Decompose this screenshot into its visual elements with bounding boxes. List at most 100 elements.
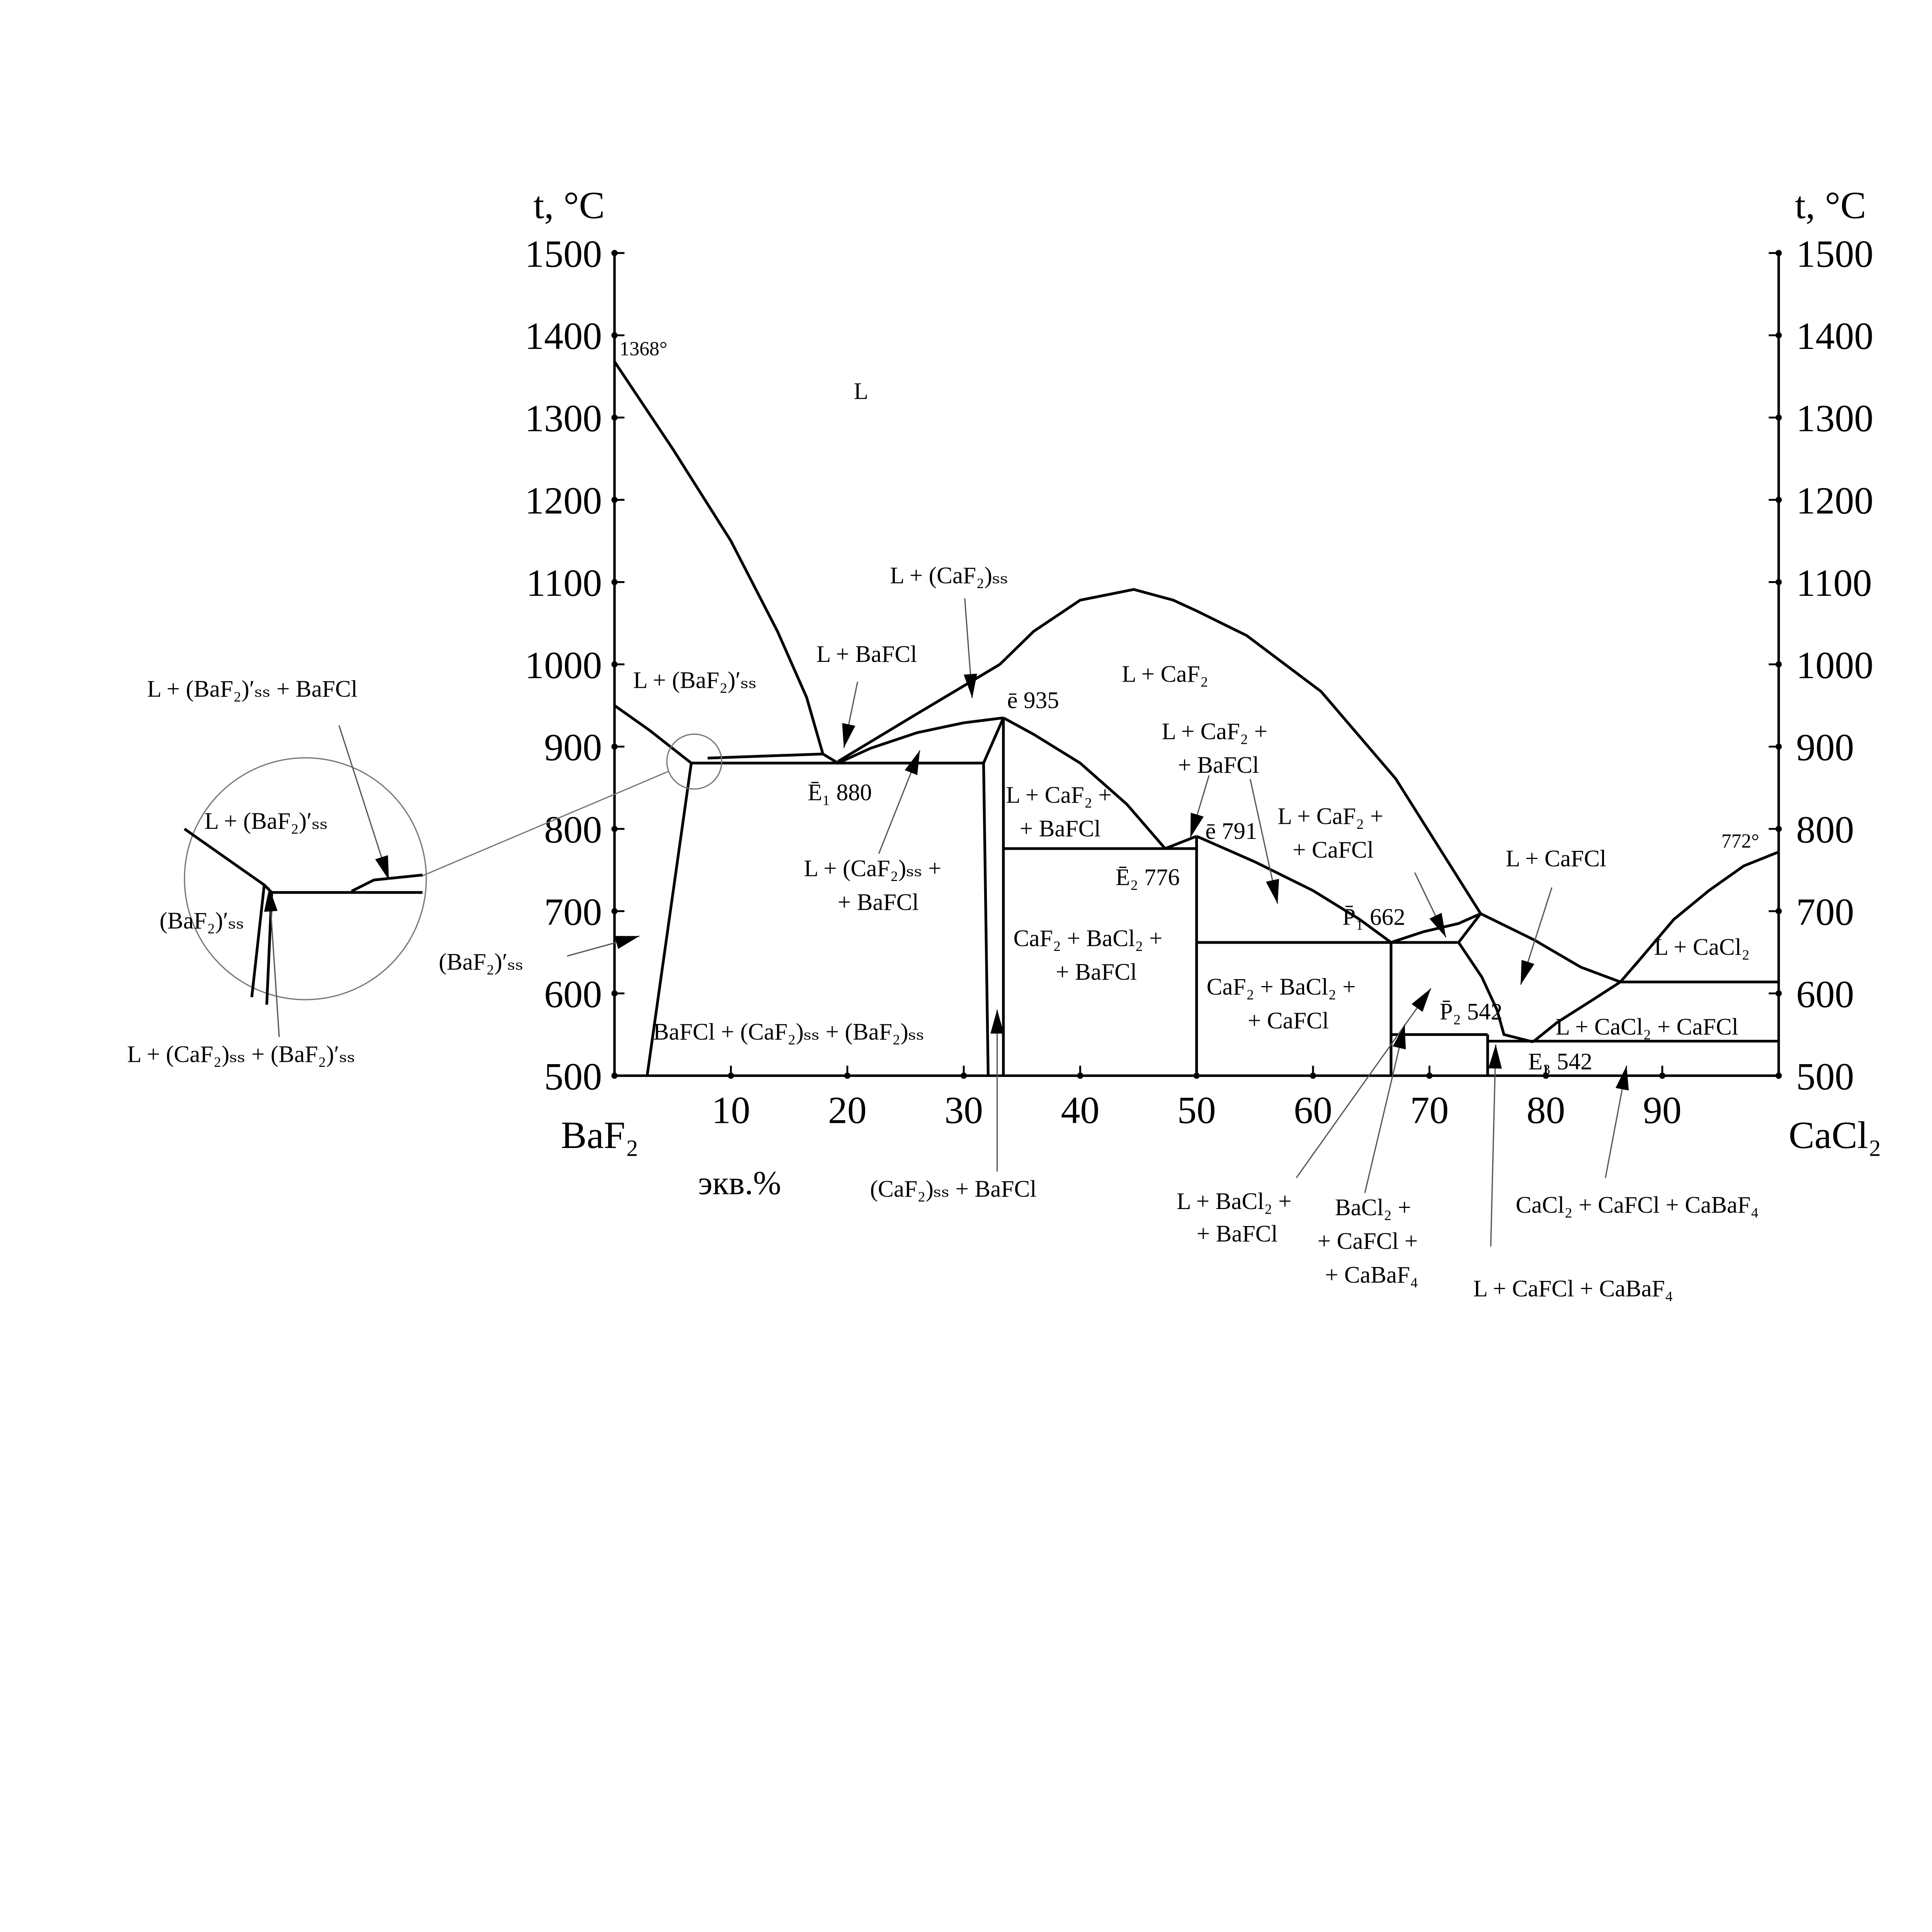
label: L + CaFCl <box>1506 845 1606 872</box>
x-unit: экв.% <box>698 1164 781 1201</box>
label: L + CaF₂ + <box>1006 782 1112 808</box>
label: L + BaCl₂ + <box>1177 1188 1292 1214</box>
y-tick-label-left: 1200 <box>525 479 602 522</box>
y-tick-dot <box>1776 826 1782 832</box>
phase-boundary <box>1480 912 1621 983</box>
label: P̄₁ 662 <box>1342 904 1405 930</box>
phase-boundary <box>707 752 823 760</box>
x-tick-dot <box>961 1072 967 1079</box>
y-tick-label-right: 1200 <box>1796 479 1873 522</box>
y-tick-label-right: 900 <box>1796 726 1854 769</box>
label: Ē₂ 776 <box>1116 864 1180 890</box>
label: L + CaF₂ + <box>1277 803 1383 829</box>
y-tick-label-right: 600 <box>1796 973 1854 1015</box>
x-tick-label: 30 <box>944 1088 983 1131</box>
x-tick-dot <box>1077 1072 1083 1079</box>
phase-boundary <box>646 763 693 1076</box>
y-tick-label-left: 1300 <box>525 397 602 440</box>
phase-boundary <box>982 717 1005 764</box>
phase-boundary <box>1457 913 1534 1043</box>
phase-boundary <box>999 588 1482 915</box>
y-tick-label-right: 800 <box>1796 808 1854 851</box>
label: L + CaFCl + CaBaF₄ <box>1473 1276 1673 1302</box>
arrow <box>567 935 640 957</box>
label: L + (CaF₂)ₛₛ <box>890 563 1008 589</box>
inset-label: L + (BaF₂)′ₛₛ + BaFCl <box>147 676 358 702</box>
arrow <box>842 682 858 748</box>
arrow <box>264 887 280 1037</box>
inset-label: (BaF₂)′ₛₛ <box>160 908 244 934</box>
phase-boundary <box>614 704 692 764</box>
y-tick-label-right: 500 <box>1796 1055 1854 1098</box>
phase-boundaries <box>613 361 1779 1076</box>
inset-boundary <box>351 873 423 893</box>
y-tick-label-right: 1400 <box>1796 315 1873 357</box>
x-tick-label: 80 <box>1527 1088 1565 1131</box>
y-tick-label-right: 1500 <box>1796 232 1873 275</box>
label: P̄₂ 542 <box>1440 999 1503 1025</box>
x-tick-dot <box>1776 1072 1782 1079</box>
label: ē 791 <box>1205 818 1257 844</box>
arrow <box>878 750 921 854</box>
label: + CaFCl + <box>1318 1228 1418 1254</box>
label: (CaF₂)ₛₛ + BaFCl <box>870 1176 1037 1202</box>
x-tick-dot <box>728 1072 734 1079</box>
y-tick-label-right: 1000 <box>1796 644 1873 687</box>
y-tick-dot <box>1776 332 1782 338</box>
label: + CaFCl <box>1293 837 1374 863</box>
y-tick-label-left: 700 <box>544 891 602 934</box>
x-tick-dot <box>1659 1072 1665 1079</box>
label: L + CaCl₂ <box>1654 934 1750 960</box>
magnified-inset: L + (BaF₂)′ₛₛ (BaF₂)′ₛₛ L + (BaF₂)′ₛₛ + … <box>127 676 723 1067</box>
label: L <box>854 378 868 404</box>
y-tick-dot <box>1776 579 1782 585</box>
arrow <box>1605 1065 1629 1178</box>
x-component-right: CaCl₂ <box>1789 1114 1881 1156</box>
y-tick-dot <box>1776 250 1782 256</box>
y-tick-dot <box>611 1072 618 1079</box>
y-tick-dot <box>611 250 618 256</box>
label: 772° <box>1721 830 1759 852</box>
region-labels: L 1368° 772° L + (BaF₂)′ₛₛ L + BaFCl L +… <box>439 338 1759 1301</box>
y-tick-dot <box>1776 497 1782 503</box>
inset-connector <box>421 771 668 877</box>
y-axis-title-right: t, °C <box>1795 184 1866 227</box>
arrow <box>1364 1024 1406 1193</box>
x-component-left: BaF₂ <box>561 1114 639 1156</box>
arrow <box>1296 988 1432 1179</box>
arrow <box>1488 1044 1502 1247</box>
phase-boundary <box>1619 850 1779 983</box>
y-tick-label-right: 1100 <box>1796 561 1872 604</box>
label: BaCl₂ + <box>1335 1194 1411 1221</box>
arrow <box>964 598 977 698</box>
y-tick-dot <box>1776 414 1782 421</box>
y-tick-label-left: 800 <box>544 808 602 851</box>
x-tick-label: 60 <box>1294 1088 1332 1131</box>
y-tick-dot <box>1776 661 1782 668</box>
x-tick-label: 20 <box>828 1088 867 1131</box>
phase-boundary <box>1532 981 1621 1043</box>
phase-boundary <box>982 763 990 1076</box>
label: + BaFCl <box>1197 1221 1278 1247</box>
inset-label: L + (CaF₂)ₛₛ + (BaF₂)′ₛₛ <box>127 1041 355 1067</box>
arrow <box>1520 887 1553 985</box>
y-tick-dot <box>1776 990 1782 997</box>
phase-boundary <box>1165 835 1197 850</box>
y-tick-dot <box>611 414 618 421</box>
phase-boundary <box>822 716 1004 765</box>
y-axis-title-left: t, °C <box>534 184 605 227</box>
phase-boundary <box>1196 835 1392 944</box>
label: L + CaF₂ <box>1122 661 1208 687</box>
y-tick-dot <box>611 579 618 585</box>
y-tick-label-left: 1000 <box>525 644 602 687</box>
y-tick-label-left: 1500 <box>525 232 602 275</box>
y-tick-label-left: 1100 <box>526 561 602 604</box>
y-tick-dot <box>611 826 618 832</box>
arrow <box>1414 872 1447 938</box>
phase-boundary <box>1003 716 1167 850</box>
phase-boundary <box>613 361 825 755</box>
arrow <box>1190 775 1210 838</box>
label: L + (CaF₂)ₛₛ + <box>804 855 942 882</box>
x-tick-label: 50 <box>1177 1088 1216 1131</box>
label: 1368° <box>619 338 667 360</box>
